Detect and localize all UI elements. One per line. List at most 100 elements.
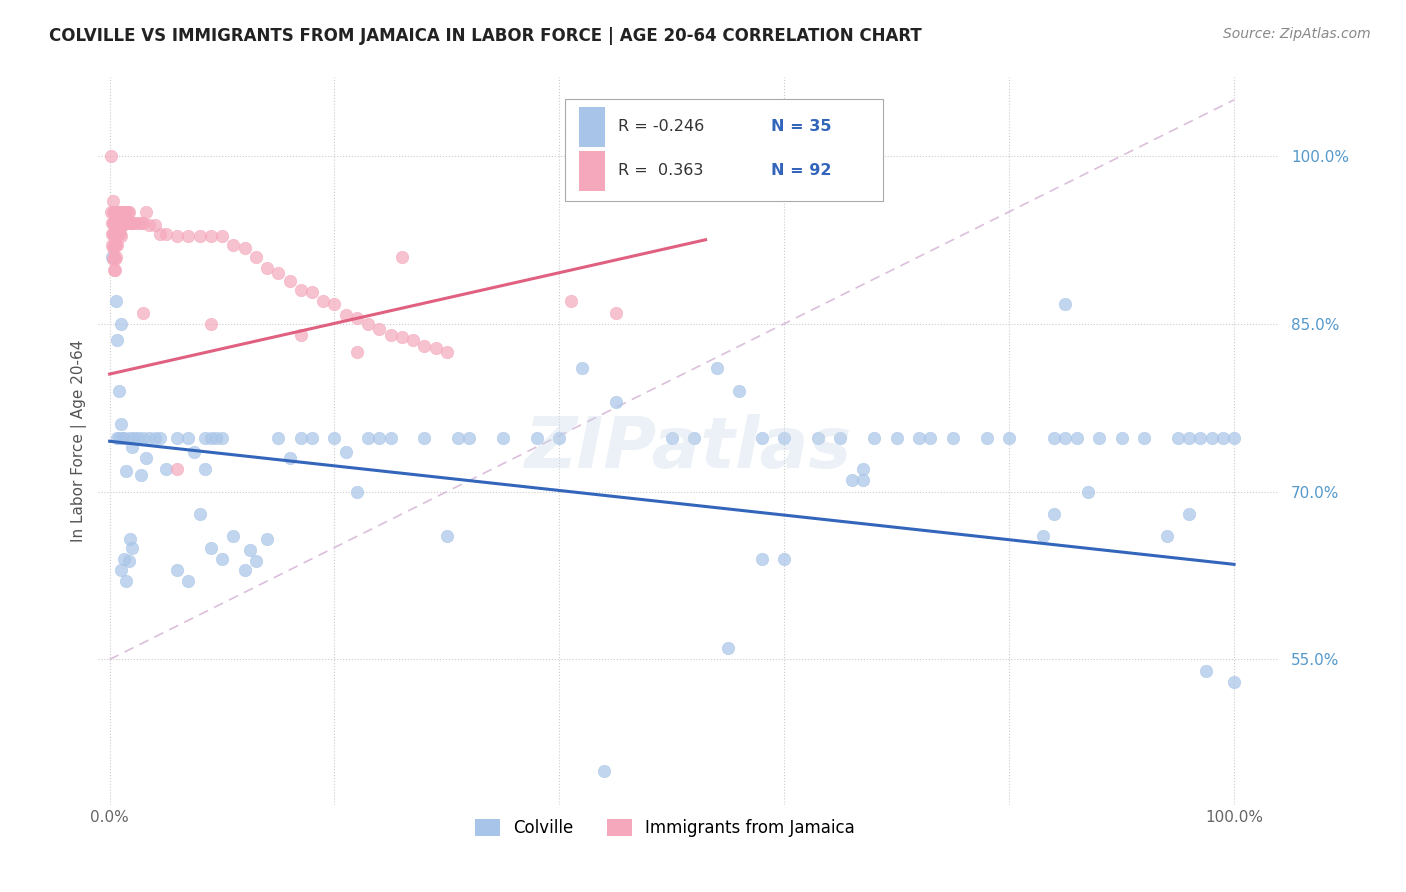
Point xyxy=(101,241,124,255)
Point xyxy=(120,216,142,230)
Point xyxy=(492,431,515,445)
Point xyxy=(717,641,740,656)
Point xyxy=(807,431,830,445)
Text: N = 35: N = 35 xyxy=(772,120,832,135)
Point xyxy=(108,227,131,241)
Point xyxy=(1156,529,1178,543)
Point xyxy=(111,218,134,232)
Text: N = 92: N = 92 xyxy=(772,163,832,178)
Point xyxy=(188,229,211,244)
Point xyxy=(108,204,131,219)
Point xyxy=(661,431,683,445)
Point xyxy=(245,554,267,568)
Point xyxy=(1133,431,1156,445)
Point xyxy=(301,285,323,300)
Point xyxy=(107,334,129,348)
Point xyxy=(103,250,125,264)
Point xyxy=(1032,529,1054,543)
Point xyxy=(852,474,875,488)
Point xyxy=(841,474,863,488)
Point xyxy=(346,311,368,326)
Point xyxy=(105,238,128,252)
Point xyxy=(105,216,128,230)
FancyBboxPatch shape xyxy=(565,99,883,201)
Text: R = -0.246: R = -0.246 xyxy=(617,120,704,135)
Point xyxy=(166,563,188,577)
Point xyxy=(127,431,149,445)
Point xyxy=(357,317,380,331)
Point xyxy=(149,227,172,241)
Point xyxy=(436,529,458,543)
Point xyxy=(118,204,141,219)
Point xyxy=(278,450,301,465)
Point xyxy=(107,204,129,219)
Point xyxy=(290,431,312,445)
Point xyxy=(101,227,124,241)
Point xyxy=(143,431,166,445)
Point xyxy=(177,229,200,244)
Point xyxy=(1167,431,1189,445)
Point xyxy=(166,229,188,244)
Point xyxy=(1212,431,1234,445)
Point xyxy=(1054,431,1077,445)
Point xyxy=(112,204,135,219)
Point xyxy=(132,431,155,445)
Point xyxy=(107,216,129,230)
Point xyxy=(107,216,129,230)
FancyBboxPatch shape xyxy=(579,151,605,191)
Point xyxy=(110,563,132,577)
Point xyxy=(205,431,228,445)
Point xyxy=(127,216,149,230)
Point xyxy=(103,204,125,219)
Point xyxy=(560,294,582,309)
Point xyxy=(706,361,728,376)
Point xyxy=(222,529,245,543)
Point xyxy=(104,238,127,252)
Point xyxy=(391,330,413,344)
Point xyxy=(1195,664,1218,678)
Point xyxy=(112,431,135,445)
Point xyxy=(830,431,852,445)
Point xyxy=(111,204,134,219)
Point xyxy=(312,294,335,309)
Point xyxy=(124,431,146,445)
Point xyxy=(267,266,290,280)
Point xyxy=(605,305,627,319)
Point xyxy=(121,440,143,454)
Point xyxy=(110,218,132,232)
Point xyxy=(368,431,391,445)
Point xyxy=(108,216,131,230)
Point xyxy=(211,551,233,566)
Point xyxy=(256,532,278,546)
Point xyxy=(138,431,160,445)
Point xyxy=(267,431,290,445)
Point xyxy=(118,532,141,546)
Point xyxy=(458,431,481,445)
Point xyxy=(183,445,205,459)
Point xyxy=(104,263,127,277)
Point xyxy=(200,229,222,244)
Point xyxy=(751,431,773,445)
Y-axis label: In Labor Force | Age 20-64: In Labor Force | Age 20-64 xyxy=(72,340,87,542)
Point xyxy=(118,554,141,568)
Text: ZIPatlas: ZIPatlas xyxy=(524,414,852,483)
Point xyxy=(115,574,138,589)
Point xyxy=(105,250,128,264)
Point xyxy=(976,431,998,445)
Point xyxy=(177,574,200,589)
Point xyxy=(683,431,706,445)
Point xyxy=(101,204,124,219)
Point xyxy=(118,216,141,230)
Point xyxy=(346,344,368,359)
Point xyxy=(1111,431,1133,445)
Point xyxy=(135,204,157,219)
Point xyxy=(200,431,222,445)
Point xyxy=(107,238,129,252)
Point xyxy=(118,431,141,445)
Point xyxy=(211,431,233,445)
Point xyxy=(107,204,129,219)
Point xyxy=(301,431,323,445)
Point xyxy=(402,334,425,348)
Point xyxy=(1043,431,1066,445)
Point xyxy=(104,252,127,266)
